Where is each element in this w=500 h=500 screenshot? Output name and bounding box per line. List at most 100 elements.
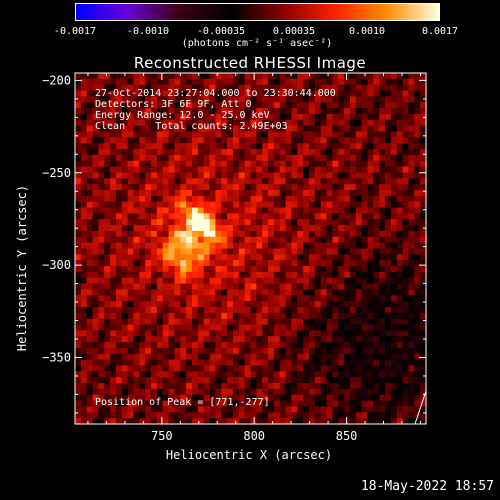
heatmap-cell: [221, 149, 228, 156]
heatmap-cell: [86, 406, 94, 413]
heatmap-cell: [215, 353, 222, 361]
heatmap-cell: [414, 190, 421, 197]
heatmap-cell: [145, 371, 152, 378]
heatmap-cell: [238, 347, 246, 355]
heatmap-cell: [385, 312, 392, 320]
heatmap-cell: [385, 143, 392, 150]
heatmap-cell: [238, 312, 246, 320]
heatmap-cell: [145, 230, 152, 238]
heatmap-cell: [197, 365, 205, 372]
heatmap-cell: [420, 371, 427, 378]
heatmap-cell: [273, 271, 281, 279]
heatmap-cell: [385, 207, 392, 214]
heatmap-cell: [104, 283, 111, 291]
heatmap-cell: [227, 342, 234, 349]
heatmap-cell: [250, 347, 257, 355]
heatmap-cell: [273, 172, 281, 179]
heatmap-cell: [338, 219, 345, 226]
heatmap-cell: [121, 236, 129, 244]
heatmap-cell: [390, 359, 398, 367]
heatmap-cell: [156, 377, 164, 384]
heatmap-cell: [361, 172, 369, 179]
y-tick-label: −350: [42, 350, 71, 364]
heatmap-cell: [221, 406, 228, 413]
heatmap-cell: [373, 230, 380, 238]
heatmap-cell: [80, 78, 88, 86]
heatmap-cell: [314, 178, 322, 185]
heatmap-cell: [291, 365, 298, 372]
heatmap-cell: [92, 84, 99, 92]
heatmap-cell: [127, 318, 135, 326]
heatmap-cell: [180, 230, 187, 238]
heatmap-cell: [197, 102, 205, 109]
heatmap-cell: [408, 172, 415, 179]
heatmap-cell: [250, 271, 257, 279]
heatmap-cell: [221, 78, 228, 86]
heatmap-cell: [227, 102, 234, 109]
heatmap-cell: [86, 283, 94, 291]
heatmap-cell: [98, 289, 105, 296]
heatmap-cell: [291, 295, 298, 302]
heatmap-cell: [268, 412, 275, 419]
heatmap-cell: [268, 154, 275, 162]
heatmap-cell: [121, 277, 129, 285]
heatmap-cell: [238, 388, 246, 396]
heatmap-cell: [203, 353, 211, 361]
heatmap-cell: [396, 190, 404, 197]
heatmap-cell: [402, 312, 410, 320]
heatmap-cell: [279, 166, 287, 174]
heatmap-cell: [115, 359, 123, 367]
heatmap-cell: [133, 301, 140, 308]
heatmap-cell: [227, 201, 234, 209]
heatmap-cell: [215, 113, 222, 121]
heatmap-cell: [221, 248, 228, 255]
heatmap-cell: [349, 347, 357, 355]
heatmap-cell: [279, 178, 287, 185]
heatmap-cell: [250, 260, 257, 267]
heatmap-cell: [151, 178, 158, 185]
heatmap-cell: [244, 242, 252, 250]
heatmap-cell: [355, 271, 363, 279]
heatmap-cell: [180, 383, 187, 390]
heatmap-cell: [110, 330, 117, 337]
heatmap-cell: [86, 377, 94, 384]
heatmap-cell: [320, 113, 328, 121]
heatmap-cell: [420, 102, 427, 109]
heatmap-cell: [367, 307, 374, 314]
heatmap-cell: [209, 149, 216, 156]
heatmap-cell: [156, 213, 164, 220]
heatmap-cell: [127, 236, 135, 244]
heatmap-cell: [180, 347, 187, 355]
heatmap-cell: [326, 266, 333, 273]
heatmap-cell: [244, 342, 252, 349]
heatmap-cell: [197, 324, 205, 331]
heatmap-cell: [133, 230, 140, 238]
heatmap-cell: [373, 242, 380, 250]
heatmap-cell: [80, 84, 88, 92]
heatmap-cell: [379, 371, 386, 378]
heatmap-cell: [197, 213, 205, 220]
heatmap-cell: [151, 236, 158, 244]
heatmap-cell: [314, 230, 322, 238]
heatmap-cell: [104, 242, 111, 250]
heatmap-cell: [121, 289, 129, 296]
heatmap-cell: [174, 248, 181, 255]
heatmap-cell: [414, 149, 421, 156]
heatmap-cell: [232, 260, 240, 267]
heatmap-cell: [145, 271, 152, 279]
heatmap-cell: [320, 154, 328, 162]
heatmap-cell: [344, 113, 351, 121]
heatmap-cell: [332, 207, 339, 214]
heatmap-cell: [227, 113, 234, 121]
heatmap-cell: [186, 295, 193, 302]
heatmap-cell: [338, 342, 345, 349]
heatmap-cell: [332, 394, 339, 402]
heatmap-cell: [268, 353, 275, 361]
heatmap-cell: [379, 388, 386, 396]
heatmap-cell: [268, 266, 275, 273]
heatmap-cell: [303, 166, 310, 174]
heatmap-cell: [262, 254, 269, 261]
heatmap-cell: [344, 412, 351, 419]
heatmap-cell: [320, 131, 328, 138]
heatmap-cell: [151, 78, 158, 86]
